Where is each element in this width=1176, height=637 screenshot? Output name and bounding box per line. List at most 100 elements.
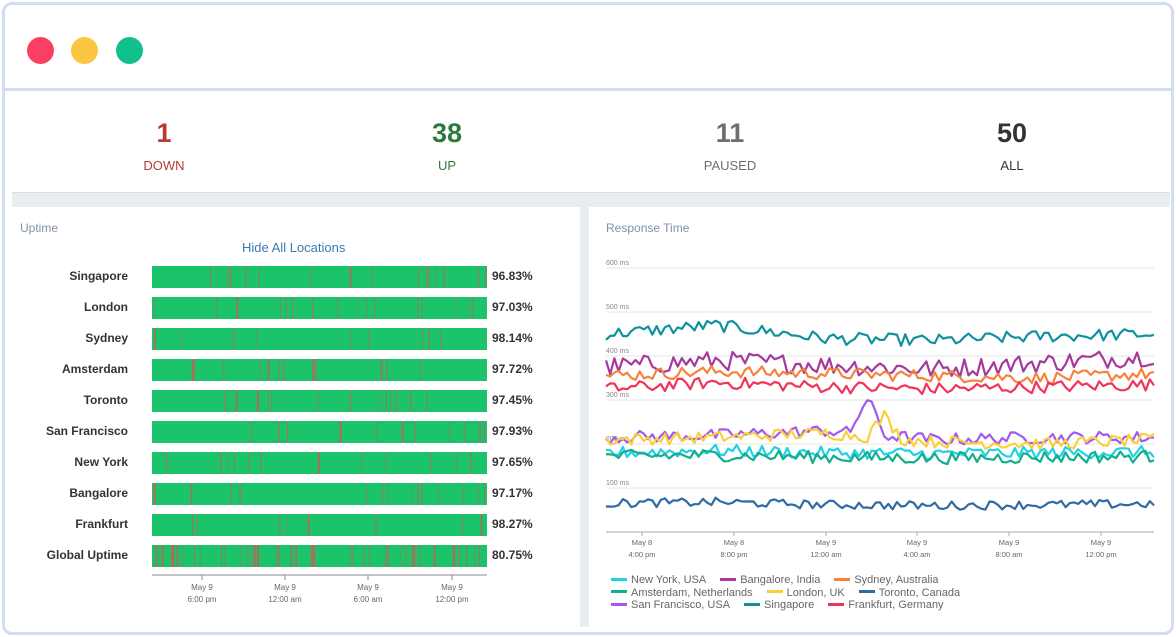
downtime-mark xyxy=(414,421,416,443)
legend-swatch xyxy=(611,577,627,581)
downtime-mark xyxy=(319,452,320,474)
uptime-bar[interactable] xyxy=(152,514,487,536)
downtime-mark xyxy=(252,545,255,567)
stat-down[interactable]: 1 DOWN xyxy=(84,118,244,173)
uptime-percentage: 97.72% xyxy=(492,362,533,376)
downtime-mark xyxy=(192,359,195,381)
stat-up[interactable]: 38 UP xyxy=(367,118,527,173)
uptime-tick-date: May 9 xyxy=(191,583,213,592)
downtime-mark xyxy=(234,452,235,474)
downtime-mark xyxy=(455,297,457,319)
legend-label: New York, USA xyxy=(631,574,707,586)
downtime-mark xyxy=(178,545,180,567)
downtime-mark xyxy=(309,266,311,288)
legend-item[interactable]: Amsterdam, Netherlands xyxy=(611,587,753,599)
downtime-mark xyxy=(465,545,467,567)
downtime-mark xyxy=(484,483,486,505)
legend-item[interactable]: Toronto, Canada xyxy=(858,587,960,599)
uptime-panel: Uptime Hide All Locations Singapore 96.83… xyxy=(12,207,580,627)
downtime-mark xyxy=(153,297,155,319)
hide-all-locations-link[interactable]: Hide All Locations xyxy=(242,240,346,255)
downtime-mark xyxy=(376,421,378,443)
downtime-mark xyxy=(459,545,461,567)
downtime-mark xyxy=(257,545,258,567)
legend-item[interactable]: San Francisco, USA xyxy=(611,599,730,611)
legend-row: Amsterdam, Netherlands London, UK Toronto,… xyxy=(611,587,1171,600)
downtime-mark xyxy=(479,545,481,567)
downtime-mark xyxy=(219,452,222,474)
downtime-mark xyxy=(413,545,415,567)
uptime-row-label: London xyxy=(84,300,128,314)
downtime-mark xyxy=(350,328,352,350)
downtime-mark xyxy=(215,297,217,319)
uptime-bar[interactable] xyxy=(152,359,487,381)
y-tick-label: 100 ms xyxy=(606,480,629,487)
uptime-bar[interactable] xyxy=(152,452,487,474)
close-dot-icon[interactable] xyxy=(27,37,54,64)
downtime-mark xyxy=(363,545,365,567)
legend-row: New York, USA Bangalore, India Sydney, Aus… xyxy=(611,574,1171,587)
minimize-dot-icon[interactable] xyxy=(71,37,98,64)
downtime-mark xyxy=(426,390,428,412)
legend-item[interactable]: Sydney, Australia xyxy=(834,574,939,586)
downtime-mark xyxy=(480,514,482,536)
uptime-bar[interactable] xyxy=(152,390,487,412)
y-tick-label: 500 ms xyxy=(606,304,629,311)
uptime-tick-time: 6:00 pm xyxy=(188,595,217,604)
downtime-mark xyxy=(230,483,232,505)
legend-label: San Francisco, USA xyxy=(631,599,731,611)
stat-paused[interactable]: 11 PAUSED xyxy=(650,118,810,173)
downtime-mark xyxy=(171,545,174,567)
downtime-mark xyxy=(191,359,193,381)
legend-item[interactable]: Frankfurt, Germany xyxy=(828,599,944,611)
series-line-singapore xyxy=(605,319,1155,347)
x-tick-time: 12:00 am xyxy=(810,550,841,559)
downtime-mark xyxy=(374,297,376,319)
uptime-bar[interactable] xyxy=(152,483,487,505)
downtime-mark xyxy=(190,483,192,505)
legend-item[interactable]: New York, USA xyxy=(611,574,706,586)
downtime-mark xyxy=(400,545,402,567)
legend-item[interactable]: Bangalore, India xyxy=(720,574,820,586)
downtime-mark xyxy=(160,545,162,567)
x-tick-date: May 9 xyxy=(816,538,836,547)
downtime-mark xyxy=(349,545,351,567)
uptime-percentage: 97.65% xyxy=(492,455,533,469)
uptime-bar[interactable] xyxy=(152,297,487,319)
legend-swatch xyxy=(611,602,627,606)
uptime-percentage: 96.83% xyxy=(492,269,533,283)
downtime-mark xyxy=(162,545,164,567)
legend-item[interactable]: London, UK xyxy=(766,587,845,599)
stat-all[interactable]: 50 ALL xyxy=(932,118,1092,173)
downtime-mark xyxy=(236,390,238,412)
downtime-mark xyxy=(279,514,281,536)
downtime-mark xyxy=(471,297,473,319)
maximize-dot-icon[interactable] xyxy=(116,37,143,64)
legend-swatch xyxy=(834,577,851,581)
downtime-mark xyxy=(430,452,431,474)
legend-item[interactable]: Singapore xyxy=(744,599,814,611)
x-tick-date: May 9 xyxy=(999,538,1019,547)
uptime-bar[interactable] xyxy=(152,266,487,288)
downtime-mark xyxy=(386,545,387,567)
y-tick-label: 400 ms xyxy=(606,348,629,355)
downtime-mark xyxy=(292,297,293,319)
downtime-mark xyxy=(375,514,377,536)
x-tick-time: 8:00 am xyxy=(995,550,1022,559)
legend-swatch xyxy=(858,590,875,594)
downtime-mark xyxy=(235,390,237,412)
uptime-tick-date: May 9 xyxy=(274,583,296,592)
downtime-mark xyxy=(312,545,315,567)
x-tick-date: May 8 xyxy=(724,538,744,547)
downtime-mark xyxy=(380,359,383,381)
downtime-mark xyxy=(381,390,382,412)
downtime-mark xyxy=(257,545,259,567)
downtime-mark xyxy=(420,359,421,381)
uptime-bar[interactable] xyxy=(152,421,487,443)
uptime-title: Uptime xyxy=(20,221,59,235)
downtime-mark xyxy=(193,545,195,567)
uptime-bar[interactable] xyxy=(152,545,487,567)
downtime-mark xyxy=(199,545,201,567)
uptime-bar[interactable] xyxy=(152,328,487,350)
uptime-percentage: 97.17% xyxy=(492,486,533,500)
